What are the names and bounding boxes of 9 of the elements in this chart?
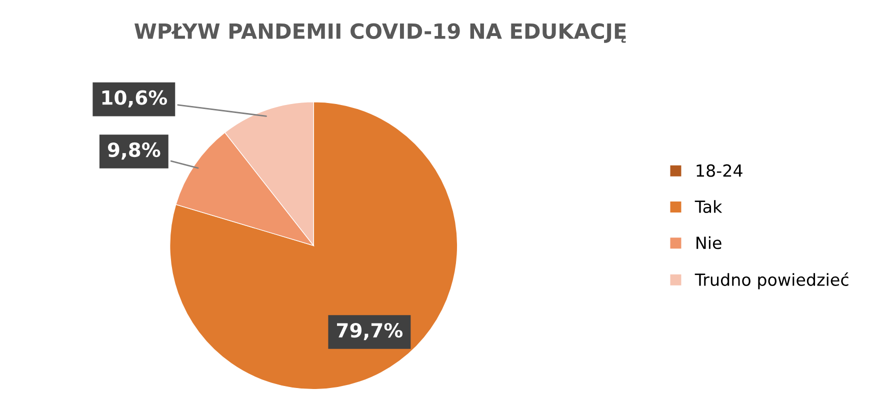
data-label: 10,6%	[102, 90, 168, 108]
data-label: 9,8%	[108, 142, 160, 160]
data-label: 79,7%	[337, 322, 403, 340]
legend-label: 18-24	[696, 164, 742, 177]
legend-label: Nie	[696, 236, 722, 250]
legend-label: Tak	[694, 200, 722, 214]
chart-title: WPŁYW PANDEMII COVID-19 NA EDUKACJĘ	[134, 23, 626, 43]
pie-slice	[170, 102, 458, 390]
legend-label: Trudno powiedzieć	[694, 272, 848, 290]
